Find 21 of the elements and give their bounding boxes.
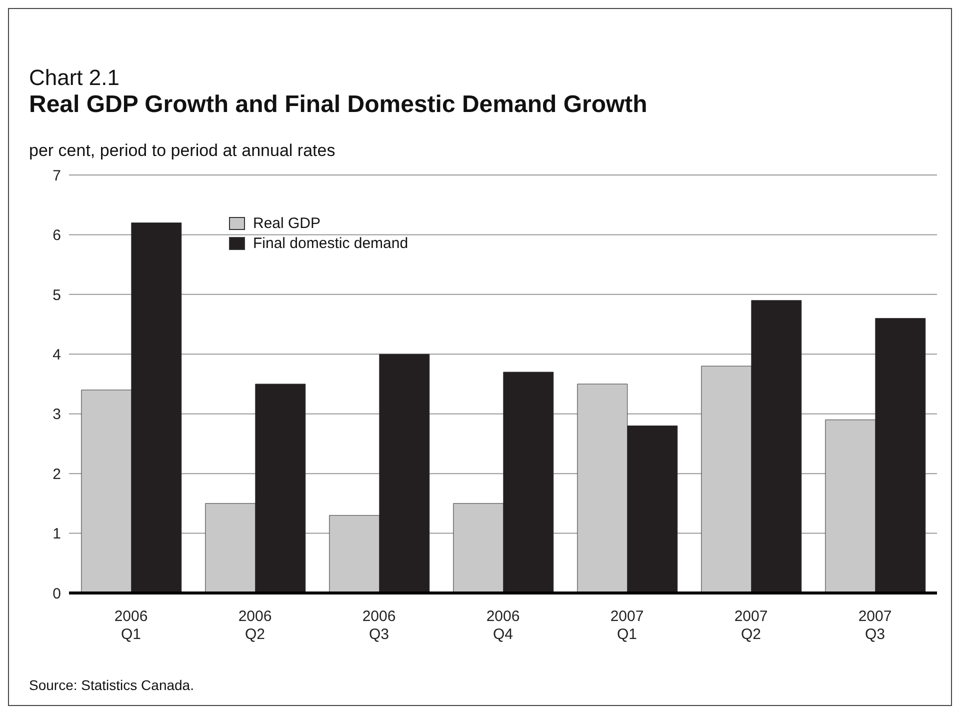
y-tick-label: 0	[52, 585, 61, 602]
chart-title: Chart 2.1	[29, 65, 120, 91]
y-tick-label: 6	[52, 227, 61, 244]
y-tick-label: 3	[52, 406, 61, 424]
y-tick-label: 2	[52, 466, 61, 483]
legend-label: Real GDP	[253, 214, 321, 232]
legend-label: Final domestic demand	[253, 234, 408, 252]
y-axis-title: per cent, period to period at annual rates	[29, 141, 336, 161]
x-tick-label: 2006 Q2	[238, 608, 272, 643]
y-tick-label: 5	[52, 286, 61, 304]
x-tick-label: 2007 Q3	[858, 608, 892, 643]
x-tick-label: 2007 Q2	[734, 608, 768, 643]
x-tick-label: 2006 Q1	[114, 608, 148, 643]
y-tick-label: 1	[52, 526, 61, 543]
x-tick-label: 2006 Q4	[486, 608, 520, 643]
source-note: Source: Statistics Canada.	[29, 677, 194, 693]
y-tick-label: 7	[52, 167, 61, 184]
x-tick-label: 2007 Q1	[610, 608, 644, 643]
chart-subtitle: Real GDP Growth and Final Domestic Demand Growth	[29, 91, 648, 119]
y-tick-label: 4	[52, 346, 61, 364]
x-tick-label: 2006 Q3	[362, 608, 396, 643]
